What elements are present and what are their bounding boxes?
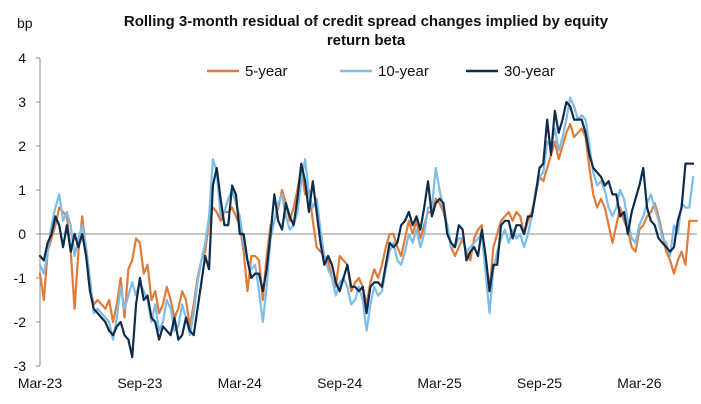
series-line-30-year [38,100,695,359]
chart-title-line-1: Rolling 3-month residual of credit sprea… [124,13,609,30]
y-tick-label: 4 [18,50,26,66]
y-axis-label: bp [17,15,33,31]
x-tick-label: Mar-25 [417,375,462,391]
x-tick-label: Sep-24 [317,375,362,391]
y-tick-label: -1 [14,270,27,286]
y-tick-label: 3 [18,94,26,110]
y-axis-ticks: 4 3 2 1 0 -1 -2 -3 [14,50,40,374]
y-tick-label: -3 [14,358,27,374]
x-tick-label: Mar-24 [218,375,263,391]
legend-label: 5-year [245,63,288,80]
x-axis-ticks: Mar-23 Sep-23 Mar-24 Sep-24 Mar-25 Sep-25 Mar-… [18,375,662,391]
x-tick-label: Mar-23 [18,375,63,391]
chart-series [38,96,699,359]
x-tick-label: Mar-26 [617,375,662,391]
legend-label: 10-year [378,63,429,80]
chart-axes [39,58,697,366]
chart-title-line-2: return beta [327,32,406,49]
legend-label: 30-year [504,63,555,80]
y-tick-label: -2 [14,314,27,330]
y-tick-label: 1 [18,182,26,198]
chart-legend: 5-year 10-year 30-year [207,63,555,80]
x-tick-label: Sep-23 [117,375,162,391]
y-tick-label: 0 [18,226,26,242]
y-tick-label: 2 [18,138,26,154]
x-tick-label: Sep-25 [517,375,562,391]
